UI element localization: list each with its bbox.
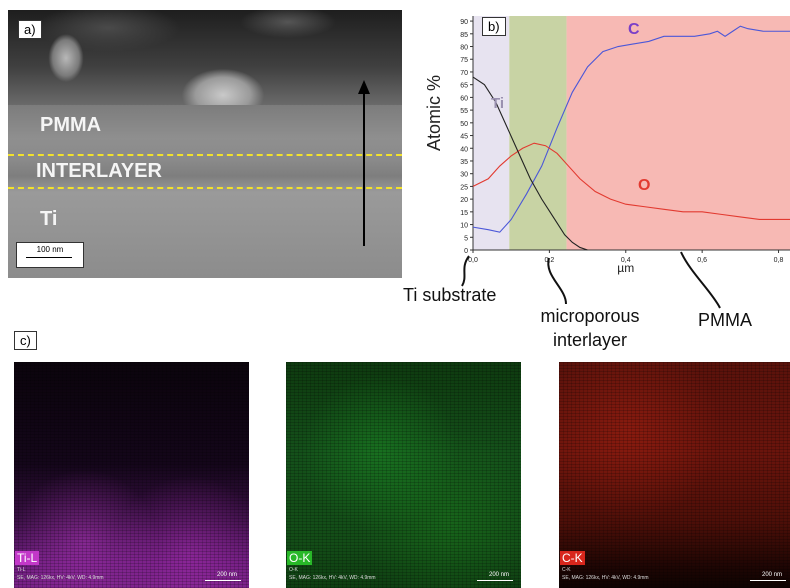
scale-bar-text: 100 nm <box>36 245 64 254</box>
map-element-subtitle: C-K <box>562 567 571 573</box>
map-element-badge: O-K <box>287 551 313 565</box>
y-tick-label: 55 <box>460 108 468 115</box>
y-tick-label: 50 <box>460 121 468 128</box>
series-line-c <box>472 25 790 233</box>
x-tick-label: 0,4 <box>621 257 631 264</box>
atomic-profile-chart: 0 5 10 15 20 25 30 35 40 45 50 55 60 65 70 75 80 85 90 0,0 0… <box>424 16 790 309</box>
region-label-interlayer: microporous interlayer <box>526 304 654 352</box>
chart-region-2 <box>566 16 790 250</box>
pointer-curve-0 <box>461 255 470 287</box>
chart-region-backgrounds <box>473 16 790 250</box>
panel-b-label: b) <box>482 17 506 36</box>
x-tick-label: 0,8 <box>774 257 784 264</box>
y-tick-label: 80 <box>460 45 468 52</box>
map-scale-bar <box>205 580 241 581</box>
sem-surface-region <box>8 10 402 105</box>
layer-label-ti: Ti <box>40 208 58 230</box>
series-label-ti: Ti <box>491 95 504 112</box>
y-tick-label: 85 <box>460 32 468 39</box>
eds-map-o: O-K O-K SE, MAG: 126kx, HV: 4kV, WD: 4.9… <box>286 362 521 588</box>
map-acquisition-meta: SE, MAG: 126kx, HV: 4kV, WD: 4.9mm <box>17 575 104 581</box>
map-texture <box>286 362 521 588</box>
y-tick-label: 5 <box>464 235 468 242</box>
map-texture <box>14 362 249 588</box>
map-scale-text: 200 nm <box>216 572 237 578</box>
y-tick-label: 10 <box>460 223 468 230</box>
y-tick-label: 65 <box>460 83 468 90</box>
x-axis-label: µm <box>617 261 634 275</box>
layer-label-interlayer: INTERLAYER <box>36 160 162 182</box>
x-tick-label: 0,0 <box>468 257 478 264</box>
map-element-badge: Ti-L <box>15 551 40 565</box>
y-tick-label: 0 <box>464 248 468 255</box>
series-label-c: C <box>628 21 640 38</box>
map-scale-bar <box>750 580 786 581</box>
y-tick-label: 90 <box>460 19 468 26</box>
map-acquisition-meta: SE, MAG: 126kx, HV: 4kV, WD: 4.9mm <box>289 575 376 581</box>
chart-region-0 <box>473 16 510 250</box>
region-pointer-curves <box>461 251 721 309</box>
series-line-ti <box>472 76 588 251</box>
x-tick-label: 0,6 <box>697 257 707 264</box>
map-element-badge: C-K <box>560 551 585 565</box>
map-texture <box>559 362 790 588</box>
sem-cross-section-image: PMMA INTERLAYER Ti 100 nm a) <box>8 10 402 278</box>
y-tick-label: 45 <box>460 134 468 141</box>
y-axis-label: Atomic % <box>424 75 444 151</box>
panel-c-label: c) <box>14 331 37 350</box>
y-tick-label: 20 <box>460 197 468 204</box>
y-tick-label: 25 <box>460 184 468 191</box>
y-tick-label: 60 <box>460 95 468 102</box>
region-label-ti-substrate: Ti substrate <box>403 285 497 305</box>
interlayer-bottom-boundary <box>8 187 402 189</box>
eds-map-c: C-K C-K SE, MAG: 126kx, HV: 4kV, WD: 4.9… <box>559 362 790 588</box>
scale-bar-line <box>26 257 72 258</box>
pointer-curve-1 <box>547 257 567 305</box>
chart-region-1 <box>509 16 567 250</box>
map-acquisition-meta: SE, MAG: 126kx, HV: 4kV, WD: 4.9mm <box>562 575 649 581</box>
y-tick-label: 30 <box>460 172 468 179</box>
map-scale-bar <box>477 580 513 581</box>
y-tick-label: 75 <box>460 57 468 64</box>
scale-bar-box: 100 nm <box>16 242 84 268</box>
region-label-pmma: PMMA <box>698 310 752 330</box>
map-element-subtitle: O-K <box>289 567 298 573</box>
y-tick-label: 35 <box>460 159 468 166</box>
chart-series <box>472 25 790 251</box>
map-scale-text: 200 nm <box>761 572 782 578</box>
region-label-interlayer-text: microporous interlayer <box>540 306 640 350</box>
chart-axes: 0 5 10 15 20 25 30 35 40 45 50 55 60 65 70 75 80 85 90 0,0 0… <box>460 16 790 264</box>
layer-label-pmma: PMMA <box>40 114 102 136</box>
y-tick-label: 15 <box>460 210 468 217</box>
series-line-o <box>472 142 790 221</box>
interlayer-top-boundary <box>8 154 402 156</box>
map-element-subtitle: Ti-L <box>17 567 26 573</box>
y-tick-label: 40 <box>460 146 468 153</box>
pointer-curve-2 <box>680 251 721 309</box>
eds-map-ti: Ti-L Ti-L SE, MAG: 126kx, HV: 4kV, WD: 4… <box>14 362 249 588</box>
panel-a-label: a) <box>18 20 42 39</box>
chart-labels: µm Atomic % C O Ti <box>424 21 650 275</box>
series-label-o: O <box>638 177 650 194</box>
y-tick-label: 70 <box>460 70 468 77</box>
map-scale-text: 200 nm <box>488 572 509 578</box>
depth-arrow <box>358 80 370 246</box>
